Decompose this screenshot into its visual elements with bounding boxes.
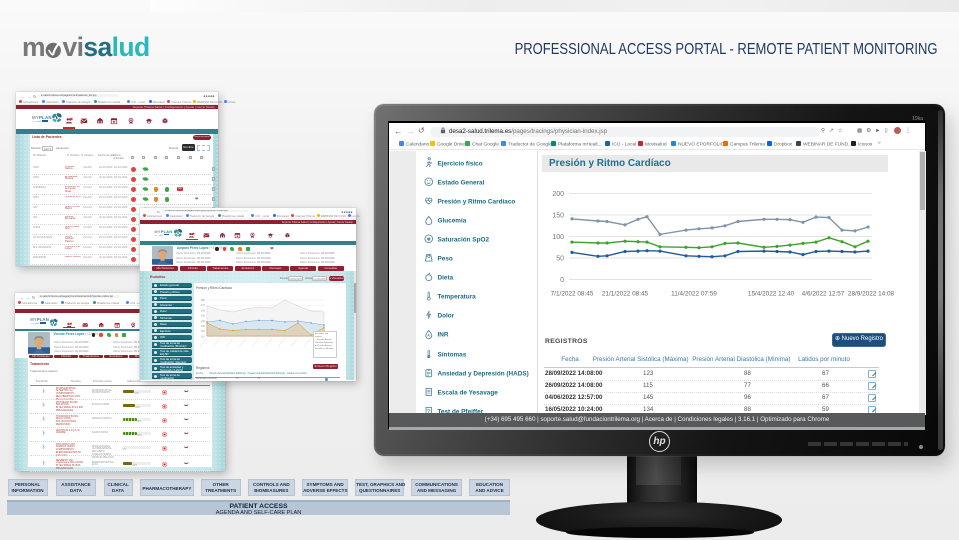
svg-text:7/1/2022 08:45: 7/1/2022 08:45 [551,291,594,298]
svg-text:4/6/2022 12:57: 4/6/2022 12:57 [802,291,845,298]
svg-text:15/4/2022 12:40: 15/4/2022 12:40 [748,291,795,298]
svg-text:110: 110 [201,334,206,338]
svg-text:130: 130 [201,324,206,328]
svg-text:0: 0 [560,277,564,284]
svg-text:140: 140 [201,319,206,323]
svg-text:11/4/2022 07:59: 11/4/2022 07:59 [671,291,717,298]
svg-text:150: 150 [552,213,564,220]
svg-text:150: 150 [201,314,206,318]
svg-text:?: ? [427,408,430,414]
svg-text:A: A [427,334,430,338]
svg-text:170: 170 [201,303,206,307]
svg-text:100: 100 [552,234,564,241]
svg-text:120: 120 [201,329,206,333]
svg-text:50: 50 [556,256,564,263]
svg-text:160: 160 [201,308,206,312]
svg-text:28/9/2022 14:08: 28/9/2022 14:08 [848,291,895,298]
svg-text:21/1/2022 08:45: 21/1/2022 08:45 [602,291,649,298]
svg-text:180: 180 [201,298,206,302]
svg-text:200: 200 [552,191,564,198]
